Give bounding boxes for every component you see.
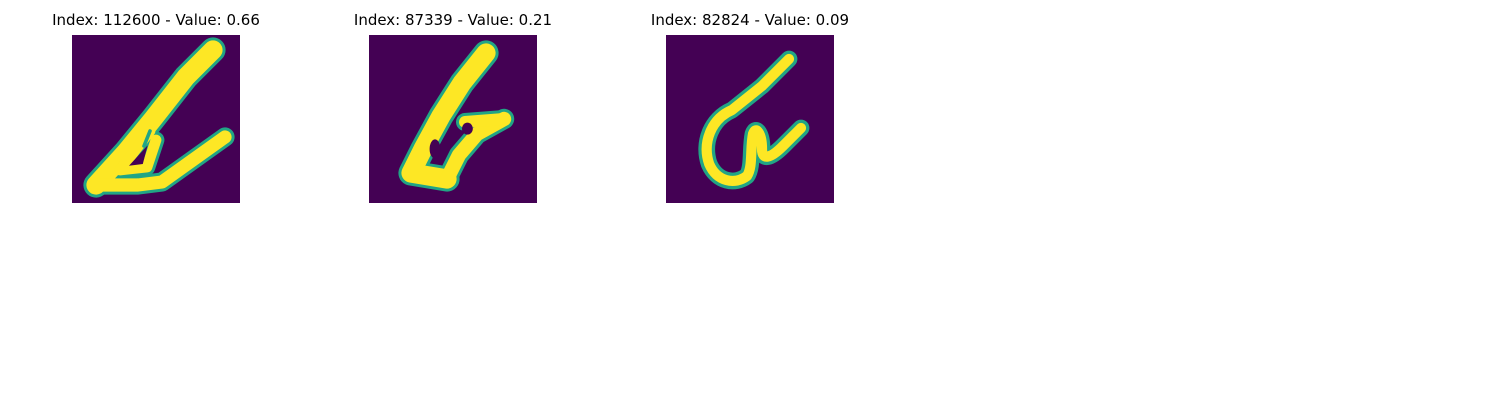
image-panel-1: Index: 112600 - Value: 0.66 bbox=[6, 0, 306, 210]
image-panel-2: Index: 87339 - Value: 0.21 bbox=[303, 0, 603, 210]
panel-title: Index: 82824 - Value: 0.09 bbox=[650, 11, 850, 29]
panel-title: Index: 112600 - Value: 0.66 bbox=[52, 11, 260, 29]
panel-title: Index: 87339 - Value: 0.21 bbox=[353, 11, 553, 29]
image-panel-3: Index: 82824 - Value: 0.09 bbox=[600, 0, 900, 210]
digit-image bbox=[369, 35, 537, 203]
digit-image bbox=[72, 35, 240, 203]
digit-image bbox=[666, 35, 834, 203]
